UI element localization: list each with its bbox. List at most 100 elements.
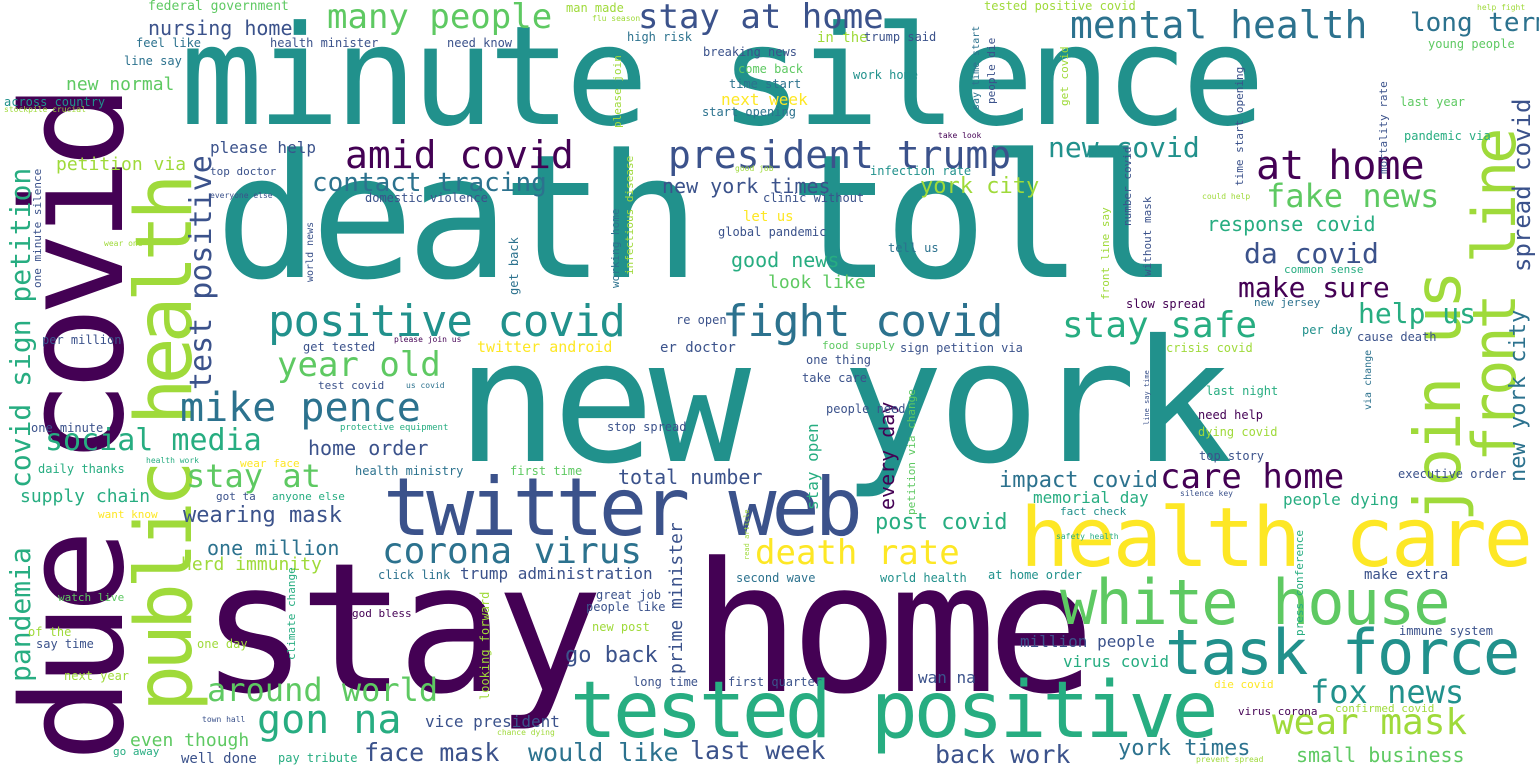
word: cause death bbox=[1357, 330, 1437, 344]
word: supply chain bbox=[20, 486, 151, 507]
word: time start opening bbox=[1233, 66, 1246, 186]
word: new york city bbox=[1506, 309, 1531, 482]
word: safety health bbox=[1056, 532, 1119, 541]
word: around world bbox=[207, 671, 439, 709]
word: in the bbox=[817, 30, 868, 46]
word: confirmed covid bbox=[1335, 702, 1435, 715]
word: fact check bbox=[1060, 505, 1127, 518]
word: line say bbox=[124, 54, 182, 68]
word: herd immunity bbox=[181, 554, 322, 575]
word: first time bbox=[510, 464, 583, 478]
word: immune system bbox=[1399, 624, 1493, 638]
word: want know bbox=[98, 508, 158, 521]
word: health ministry bbox=[355, 464, 464, 478]
word: protective equipment bbox=[340, 423, 449, 433]
word: make sure bbox=[1238, 271, 1390, 304]
word: food supply bbox=[822, 339, 895, 352]
word: da covid bbox=[1244, 237, 1379, 270]
word: across country bbox=[4, 95, 106, 109]
word: need know bbox=[447, 36, 513, 50]
word: silence key bbox=[1180, 489, 1233, 498]
word: world news bbox=[305, 221, 316, 282]
word: tell us bbox=[888, 241, 939, 255]
word: wear one bbox=[104, 239, 143, 248]
word: gon na bbox=[257, 697, 402, 743]
word: york city bbox=[920, 174, 1040, 199]
word: wan na bbox=[918, 668, 976, 687]
word: response covid bbox=[1207, 212, 1376, 236]
word: every day bbox=[875, 401, 899, 510]
word: young people bbox=[1428, 37, 1515, 51]
word: new normal bbox=[66, 74, 175, 95]
word: start opening bbox=[702, 105, 796, 119]
word: one day bbox=[197, 637, 248, 651]
word: care home bbox=[1160, 457, 1345, 497]
word: via change bbox=[1363, 349, 1374, 410]
word: corona virus bbox=[382, 531, 643, 572]
word: stay safe bbox=[1062, 305, 1258, 346]
word: watch live bbox=[58, 591, 125, 604]
word: million people bbox=[1020, 632, 1155, 651]
word: please join bbox=[611, 55, 624, 128]
word: task force bbox=[1165, 616, 1520, 689]
word: without mask bbox=[1141, 196, 1154, 276]
word: let us bbox=[743, 209, 794, 225]
word: tested positive bbox=[570, 666, 1218, 756]
word: line say time bbox=[1143, 370, 1151, 425]
word: help us bbox=[1358, 297, 1477, 330]
word: read article bbox=[743, 509, 751, 560]
word: home order bbox=[308, 436, 429, 460]
word: flu season bbox=[592, 14, 641, 23]
word: global pandemic bbox=[718, 225, 827, 239]
word: tested positive covid bbox=[984, 0, 1136, 13]
word: crisis covid bbox=[1166, 341, 1253, 355]
word: white house bbox=[1060, 566, 1451, 639]
word: mortality rate bbox=[1377, 81, 1390, 174]
word: climate change bbox=[285, 567, 298, 660]
word: god bless bbox=[352, 607, 412, 620]
word: get tested bbox=[303, 340, 376, 354]
word: post covid bbox=[875, 510, 1008, 535]
word: one minute bbox=[31, 421, 104, 435]
word: fox news bbox=[1310, 673, 1465, 711]
word: memorial day bbox=[1033, 488, 1149, 507]
word: york times bbox=[1118, 736, 1251, 761]
word: us covid bbox=[406, 381, 445, 390]
word: amid covid bbox=[345, 133, 574, 177]
word: even though bbox=[130, 730, 250, 751]
word: impact covid bbox=[999, 468, 1158, 493]
word: pandemic via bbox=[1404, 129, 1491, 143]
word: last week bbox=[690, 736, 826, 765]
word: spread covid bbox=[1508, 98, 1536, 272]
word: second wave bbox=[736, 571, 816, 585]
word: next year bbox=[64, 669, 130, 683]
word: great job bbox=[596, 588, 662, 602]
word: got ta bbox=[216, 490, 256, 503]
word: good news bbox=[731, 248, 840, 272]
word: long time bbox=[633, 675, 699, 689]
word: one thing bbox=[806, 353, 872, 367]
word: long term bbox=[1410, 8, 1539, 38]
word: get back bbox=[507, 237, 521, 295]
word: one million bbox=[207, 536, 340, 560]
word: death toll bbox=[215, 117, 1179, 318]
word: pandemia bbox=[4, 547, 37, 682]
word: man made bbox=[566, 1, 624, 15]
word: people dying bbox=[1283, 490, 1399, 509]
word: new post bbox=[592, 620, 650, 634]
word: say time start bbox=[971, 25, 982, 110]
word: face mask bbox=[364, 738, 500, 767]
word: work home bbox=[853, 68, 919, 82]
word: pay tribute bbox=[278, 751, 358, 765]
word: stay at home bbox=[638, 0, 884, 37]
word: twitter web bbox=[383, 461, 863, 554]
word: petition via change bbox=[905, 389, 918, 515]
word: number covid bbox=[1121, 146, 1134, 226]
word: top doctor bbox=[210, 165, 277, 178]
word: slow spread bbox=[1126, 297, 1206, 311]
word: anyone else bbox=[272, 490, 345, 503]
word: people die bbox=[985, 37, 998, 104]
word: next week bbox=[721, 90, 808, 109]
word: wear face bbox=[240, 457, 300, 470]
